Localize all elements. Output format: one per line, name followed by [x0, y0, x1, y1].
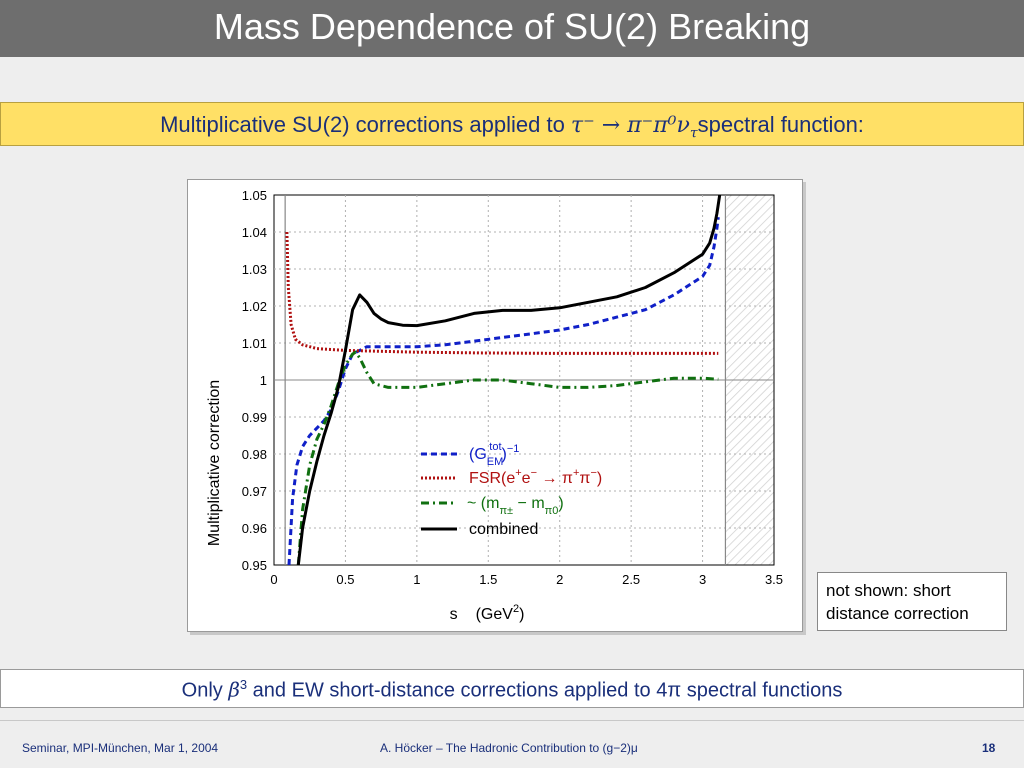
- x-axis-label: s (GeV2): [450, 603, 525, 623]
- subtitle-suffix: spectral function:: [697, 112, 864, 137]
- x-tick-label: 2.5: [622, 572, 640, 587]
- y-tick-label: 1.05: [242, 188, 267, 203]
- note-line-1: not shown: short: [826, 581, 951, 600]
- legend-label-fsr: FSR(e+e− → π+π−): [469, 467, 602, 487]
- series-line-0: [287, 217, 720, 565]
- bottom-prefix: Only: [181, 679, 229, 702]
- y-tick-label: 0.97: [242, 484, 267, 499]
- x-tick-label: 3.5: [765, 572, 783, 587]
- footer-divider: [0, 720, 1024, 721]
- subtitle-box: Multiplicative SU(2) corrections applied…: [0, 102, 1024, 146]
- series-line-2: [296, 350, 719, 565]
- bottom-beta-exp: 3: [239, 677, 248, 692]
- note-line-2: distance correction: [826, 604, 969, 623]
- note-box: not shown: short distance correction: [817, 572, 1007, 631]
- subtitle-text: Multiplicative SU(2) corrections applied…: [1, 112, 1023, 141]
- y-tick-label: 1.02: [242, 299, 267, 314]
- bottom-box: Only β3 and EW short-distance correction…: [0, 669, 1024, 708]
- y-tick-label: 0.95: [242, 558, 267, 573]
- title-bar: Mass Dependence of SU(2) Breaking: [0, 0, 1024, 57]
- footer-author: A. Höcker – The Hadronic Contribution to…: [380, 741, 638, 755]
- y-tick-label: 1.04: [242, 225, 267, 240]
- slide-title: Mass Dependence of SU(2) Breaking: [213, 6, 811, 47]
- note-text: not shown: short distance correction: [826, 579, 969, 625]
- footer-event: Seminar, MPI-München, Mar 1, 2004: [22, 741, 219, 755]
- chart: 0 0.5 1 1.5 2 2.5 3 3.5 0.95 0.96 0.97 0.98 0.99 1 1.0…: [206, 188, 783, 623]
- bottom-text: Only β3 and EW short-distance correction…: [1, 677, 1023, 703]
- x-tick-label: 3: [699, 572, 706, 587]
- subtitle-process: τ⁻ → π⁻π⁰ν: [570, 113, 690, 138]
- bottom-beta: β: [228, 677, 240, 702]
- x-tick-label: 1.5: [479, 572, 497, 587]
- y-tick-label: 1.01: [242, 336, 267, 351]
- legend-label-combined: combined: [469, 521, 538, 538]
- y-tick-label: 0.98: [242, 447, 267, 462]
- y-axis-label: Multiplicative correction: [206, 380, 223, 546]
- series-line-3: [296, 195, 722, 565]
- x-tick-label: 2: [556, 572, 563, 587]
- page-number: 18: [982, 741, 996, 755]
- y-tick-label: 0.96: [242, 521, 267, 536]
- y-tick-label: 1: [260, 373, 267, 388]
- subtitle-prefix: Multiplicative SU(2) corrections applied…: [160, 112, 571, 137]
- series-line-1: [285, 231, 719, 355]
- legend-label-mass: ~ (mπ± − mπ0): [467, 495, 564, 517]
- x-tick-label: 1: [413, 572, 420, 587]
- y-tick-label: 1.03: [242, 262, 267, 277]
- bottom-suffix: and EW short-distance corrections applie…: [247, 679, 843, 702]
- y-tick-label: 0.99: [242, 410, 267, 425]
- subtitle-process-sub: τ: [689, 125, 698, 142]
- x-tick-label: 0.5: [336, 572, 354, 587]
- x-tick-label: 0: [270, 572, 277, 587]
- chart-legend: (GEMtot)−1 FSR(e+e− → π+π−) ~ (mπ± − mπ0…: [421, 441, 602, 538]
